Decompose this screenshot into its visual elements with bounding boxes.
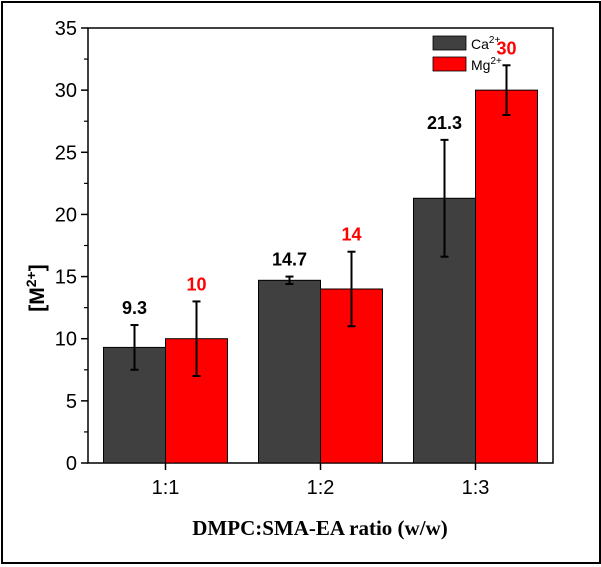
y-tick-label: 25: [55, 142, 77, 164]
legend-label: Ca2+: [471, 35, 500, 52]
y-tick-label: 10: [55, 329, 77, 351]
legend-label-base: Ca: [471, 36, 489, 52]
bar: [475, 89, 538, 464]
y-axis-title: [M2+]: [23, 264, 49, 311]
x-axis: 1:1 1:2 1:3: [152, 463, 490, 499]
y-axis-title-end: ]: [26, 264, 49, 271]
y-tick-label: 15: [55, 267, 77, 289]
legend: Ca2+Mg2+: [432, 35, 502, 73]
legend-label-sup: 2+: [490, 56, 502, 67]
y-axis: 0 5 10 15 20 25 30 35: [55, 18, 88, 475]
legend-label: Mg2+: [471, 56, 502, 73]
bar: [258, 279, 321, 464]
x-tick-label: 1:2: [307, 477, 335, 499]
legend-label-sup: 2+: [489, 35, 501, 46]
y-tick-label: 5: [66, 391, 77, 413]
y-tick-label: 35: [55, 18, 77, 40]
legend-label-base: Mg: [471, 57, 490, 73]
y-axis-title-base: [M: [26, 287, 49, 312]
data-label: 21.3: [427, 113, 462, 133]
data-label: 14: [341, 225, 361, 245]
data-label: 9.3: [122, 298, 147, 318]
y-axis-title-sup: 2+: [23, 271, 39, 287]
x-tick-label: 1:3: [462, 477, 490, 499]
data-label: 10: [186, 274, 206, 294]
legend-swatch: [432, 56, 467, 72]
y-tick-label: 20: [55, 204, 77, 226]
x-axis-title: DMPC:SMA-EA ratio (w/w): [192, 516, 447, 540]
legend-swatch: [432, 35, 467, 51]
y-tick-label: 30: [55, 80, 77, 102]
data-label: 30: [496, 38, 516, 58]
x-tick-label: 1:1: [152, 477, 180, 499]
bars-group: 9.3 14.7 21.3 10 14 30: [103, 38, 538, 464]
data-label: 14.7: [272, 250, 307, 270]
y-tick-label: 0: [66, 453, 77, 475]
bar-chart: 0 5 10 15 20 25 30 35 1:1 1:2 1:3 9.3 14.7 21.3 10 14…: [23, 18, 554, 540]
